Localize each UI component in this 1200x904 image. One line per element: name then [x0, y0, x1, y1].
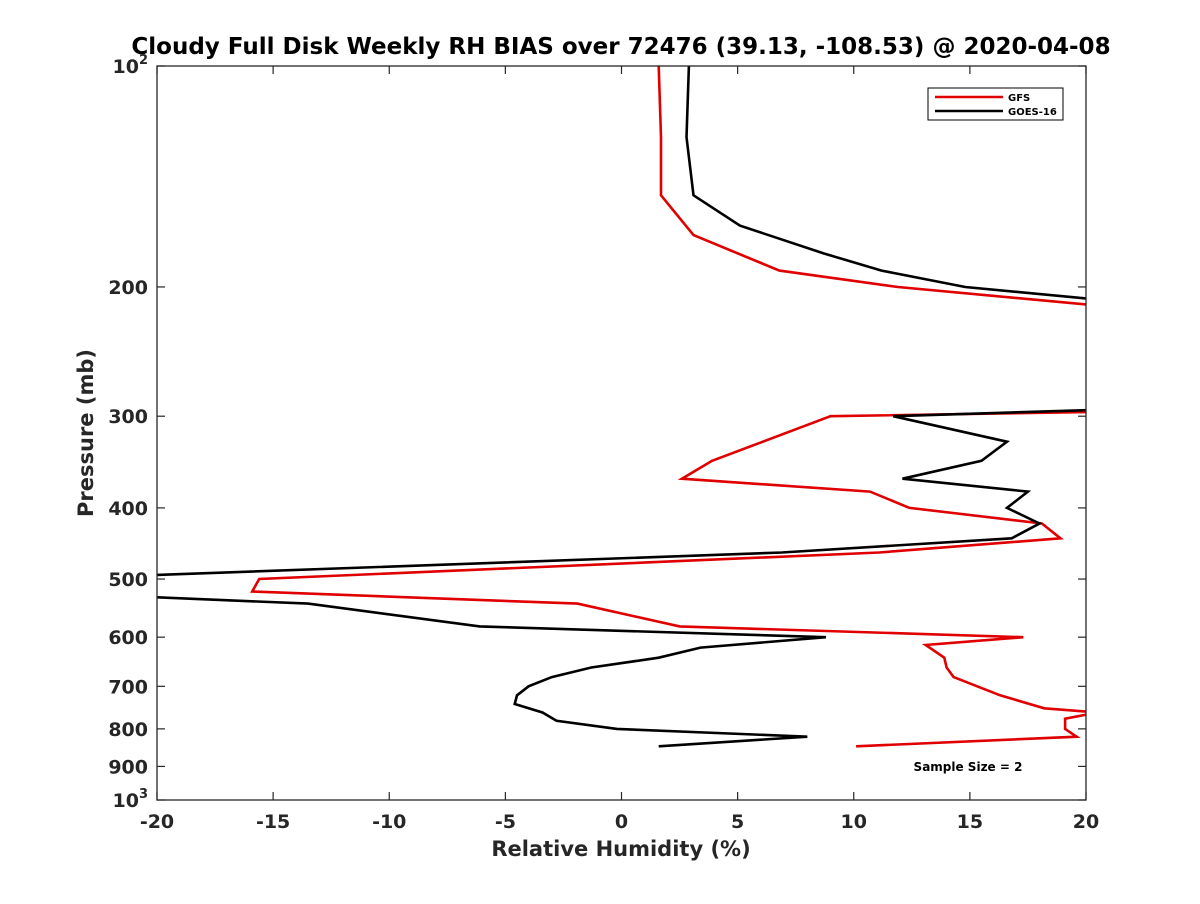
x-tick-label: 10	[841, 811, 867, 833]
y-tick-label: 300	[108, 406, 148, 428]
x-tick-label: 15	[957, 811, 983, 833]
sample-size-annotation: Sample Size = 2	[914, 760, 1023, 774]
series-layer	[157, 66, 1086, 748]
plot-area-frame	[156, 65, 1087, 801]
y-tick-label: 600	[108, 627, 148, 649]
legend-box	[927, 87, 1064, 121]
y-tick-label: 800	[108, 719, 148, 741]
x-tick-label: -10	[372, 811, 406, 833]
legend-label-gfs: GFS	[1008, 93, 1030, 104]
x-tick-label: -5	[495, 811, 516, 833]
y-tick-label: 200	[108, 277, 148, 299]
series-line-gfs	[250, 66, 1086, 748]
x-tick-label: 20	[1073, 811, 1099, 833]
y-tick-label: 900	[108, 756, 148, 778]
x-tick-label: 5	[731, 811, 744, 833]
y-axis: 102 200 300 400 500 600 700 800 900 103	[108, 53, 1086, 812]
legend-label-goes16: GOES-16	[1008, 107, 1057, 118]
y-axis-label: Pressure (mb)	[74, 349, 98, 517]
x-axis-label: Relative Humidity (%)	[491, 837, 750, 861]
y-tick-label: 103	[113, 787, 149, 812]
y-tick-label: 700	[108, 676, 148, 698]
y-tick-label: 102	[113, 53, 149, 78]
x-axis: -20 -15 -10 -5 0 5 10 15 20	[140, 66, 1099, 833]
chart-title: Cloudy Full Disk Weekly RH BIAS over 724…	[131, 34, 1110, 60]
x-tick-label: -15	[256, 811, 290, 833]
y-tick-label: 400	[108, 498, 148, 520]
x-tick-label: 0	[615, 811, 628, 833]
legend: GFS GOES-16	[927, 87, 1064, 121]
series-line-goes16	[157, 66, 1086, 748]
x-tick-label: -20	[140, 811, 174, 833]
y-tick-label: 500	[108, 569, 148, 591]
